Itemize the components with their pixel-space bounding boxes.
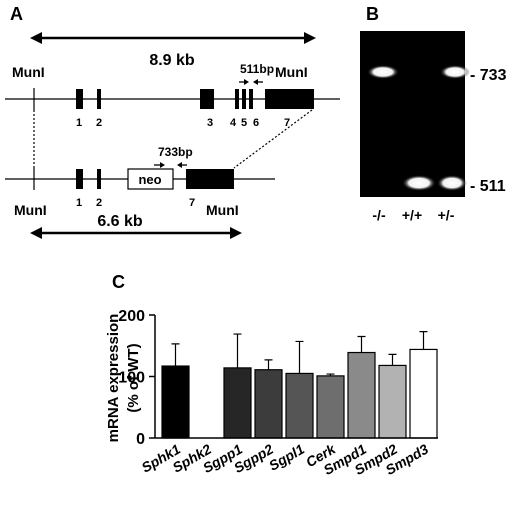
- bar-sgpp1: [223, 367, 252, 439]
- enzyme-label-bottom-left: MunI: [14, 202, 47, 218]
- x-tick-label: Sgpl1: [266, 441, 307, 474]
- panel-c-label: C: [112, 272, 125, 292]
- exons-targeted: [76, 169, 234, 189]
- exon-5: [242, 89, 246, 109]
- bar-sphk1: [161, 365, 190, 439]
- gel-image: [360, 31, 465, 197]
- dotted-line-right: [233, 109, 313, 169]
- gel-band-511-wt: [402, 175, 436, 191]
- exon-3: [200, 89, 214, 109]
- bar-sgpl1: [285, 372, 314, 439]
- primer-label-top: 511bp: [240, 62, 274, 76]
- x-axis-labels: Sphk1Sphk2Sgpp1Sgpp2Sgpl1CerkSmpd1Smpd2S…: [139, 440, 432, 478]
- y-tick-label: 100: [118, 370, 145, 387]
- y-tick-label: 0: [136, 431, 145, 448]
- primer-arrows-bottom: [154, 162, 187, 168]
- gel-band-733-het: [440, 65, 470, 79]
- exon-number: 1: [76, 197, 82, 209]
- enzyme-label-bottom-right: MunI: [206, 202, 239, 218]
- error-bar-smpd1: [357, 335, 366, 353]
- error-bar-sgpp1: [233, 333, 242, 368]
- neo-label: neo: [138, 172, 161, 187]
- exon-number: 7: [284, 117, 290, 129]
- exon-number: 6: [253, 117, 259, 129]
- y-axis-label-line1: mRNA expression: [105, 314, 122, 443]
- y-axis-label-line2: (% of WT): [125, 343, 142, 412]
- exon-2: [97, 89, 101, 109]
- lane-label: -/-: [372, 207, 386, 223]
- length-label-top: 8.9 kb: [149, 52, 195, 69]
- exon-number: 3: [207, 117, 213, 129]
- gel-band-733-ko: [367, 65, 399, 79]
- length-arrow-bottom: [30, 227, 242, 239]
- exon-2: [97, 169, 101, 189]
- y-axis-ticks: 0 100 200: [118, 308, 155, 448]
- exon-number: 1: [76, 117, 82, 129]
- exon-6: [249, 89, 253, 109]
- exon-7: [265, 89, 314, 109]
- exon-number: 2: [96, 197, 102, 209]
- gel-band-511-het: [437, 175, 467, 191]
- size-marker-511: - 511: [470, 178, 506, 195]
- bar-smpd1: [347, 351, 376, 439]
- exons-wt: [76, 89, 314, 109]
- enzyme-label-top-left: MunI: [12, 64, 45, 80]
- error-bar-smpd2: [388, 353, 397, 366]
- panel-a-label: A: [10, 4, 23, 24]
- primer-arrows-top: [239, 79, 263, 85]
- size-marker-733: - 733: [470, 67, 507, 84]
- exon-1: [76, 89, 83, 109]
- lane-label: +/-: [438, 207, 455, 223]
- panel-b-label: B: [366, 4, 379, 24]
- bar-cerk: [316, 375, 345, 439]
- bar-series: [161, 331, 438, 439]
- exon-number: 5: [241, 117, 247, 129]
- y-tick-label: 200: [118, 308, 145, 325]
- exon-number: 4: [230, 117, 237, 129]
- error-bar-sgpl1: [295, 340, 304, 374]
- primer-label-bottom: 733bp: [158, 145, 193, 159]
- error-bar-smpd3: [419, 331, 428, 350]
- length-arrow-top: [30, 32, 316, 44]
- error-bar-cerk: [326, 373, 335, 376]
- exon-number: 7: [189, 197, 195, 209]
- error-bar-sphk1: [171, 343, 180, 367]
- neo-cassette: [127, 168, 174, 190]
- exon-number: 2: [96, 117, 102, 129]
- exon-7: [186, 169, 234, 189]
- bar-sgpp2: [254, 369, 283, 439]
- length-label-bottom: 6.6 kb: [97, 213, 143, 230]
- error-bar-sgpp2: [264, 359, 273, 370]
- lane-label: +/+: [402, 207, 422, 223]
- exon-4: [235, 89, 239, 109]
- enzyme-label-top-right: MunI: [275, 64, 308, 80]
- bar-smpd3: [409, 348, 438, 439]
- bar-smpd2: [378, 364, 407, 439]
- exon-1: [76, 169, 83, 189]
